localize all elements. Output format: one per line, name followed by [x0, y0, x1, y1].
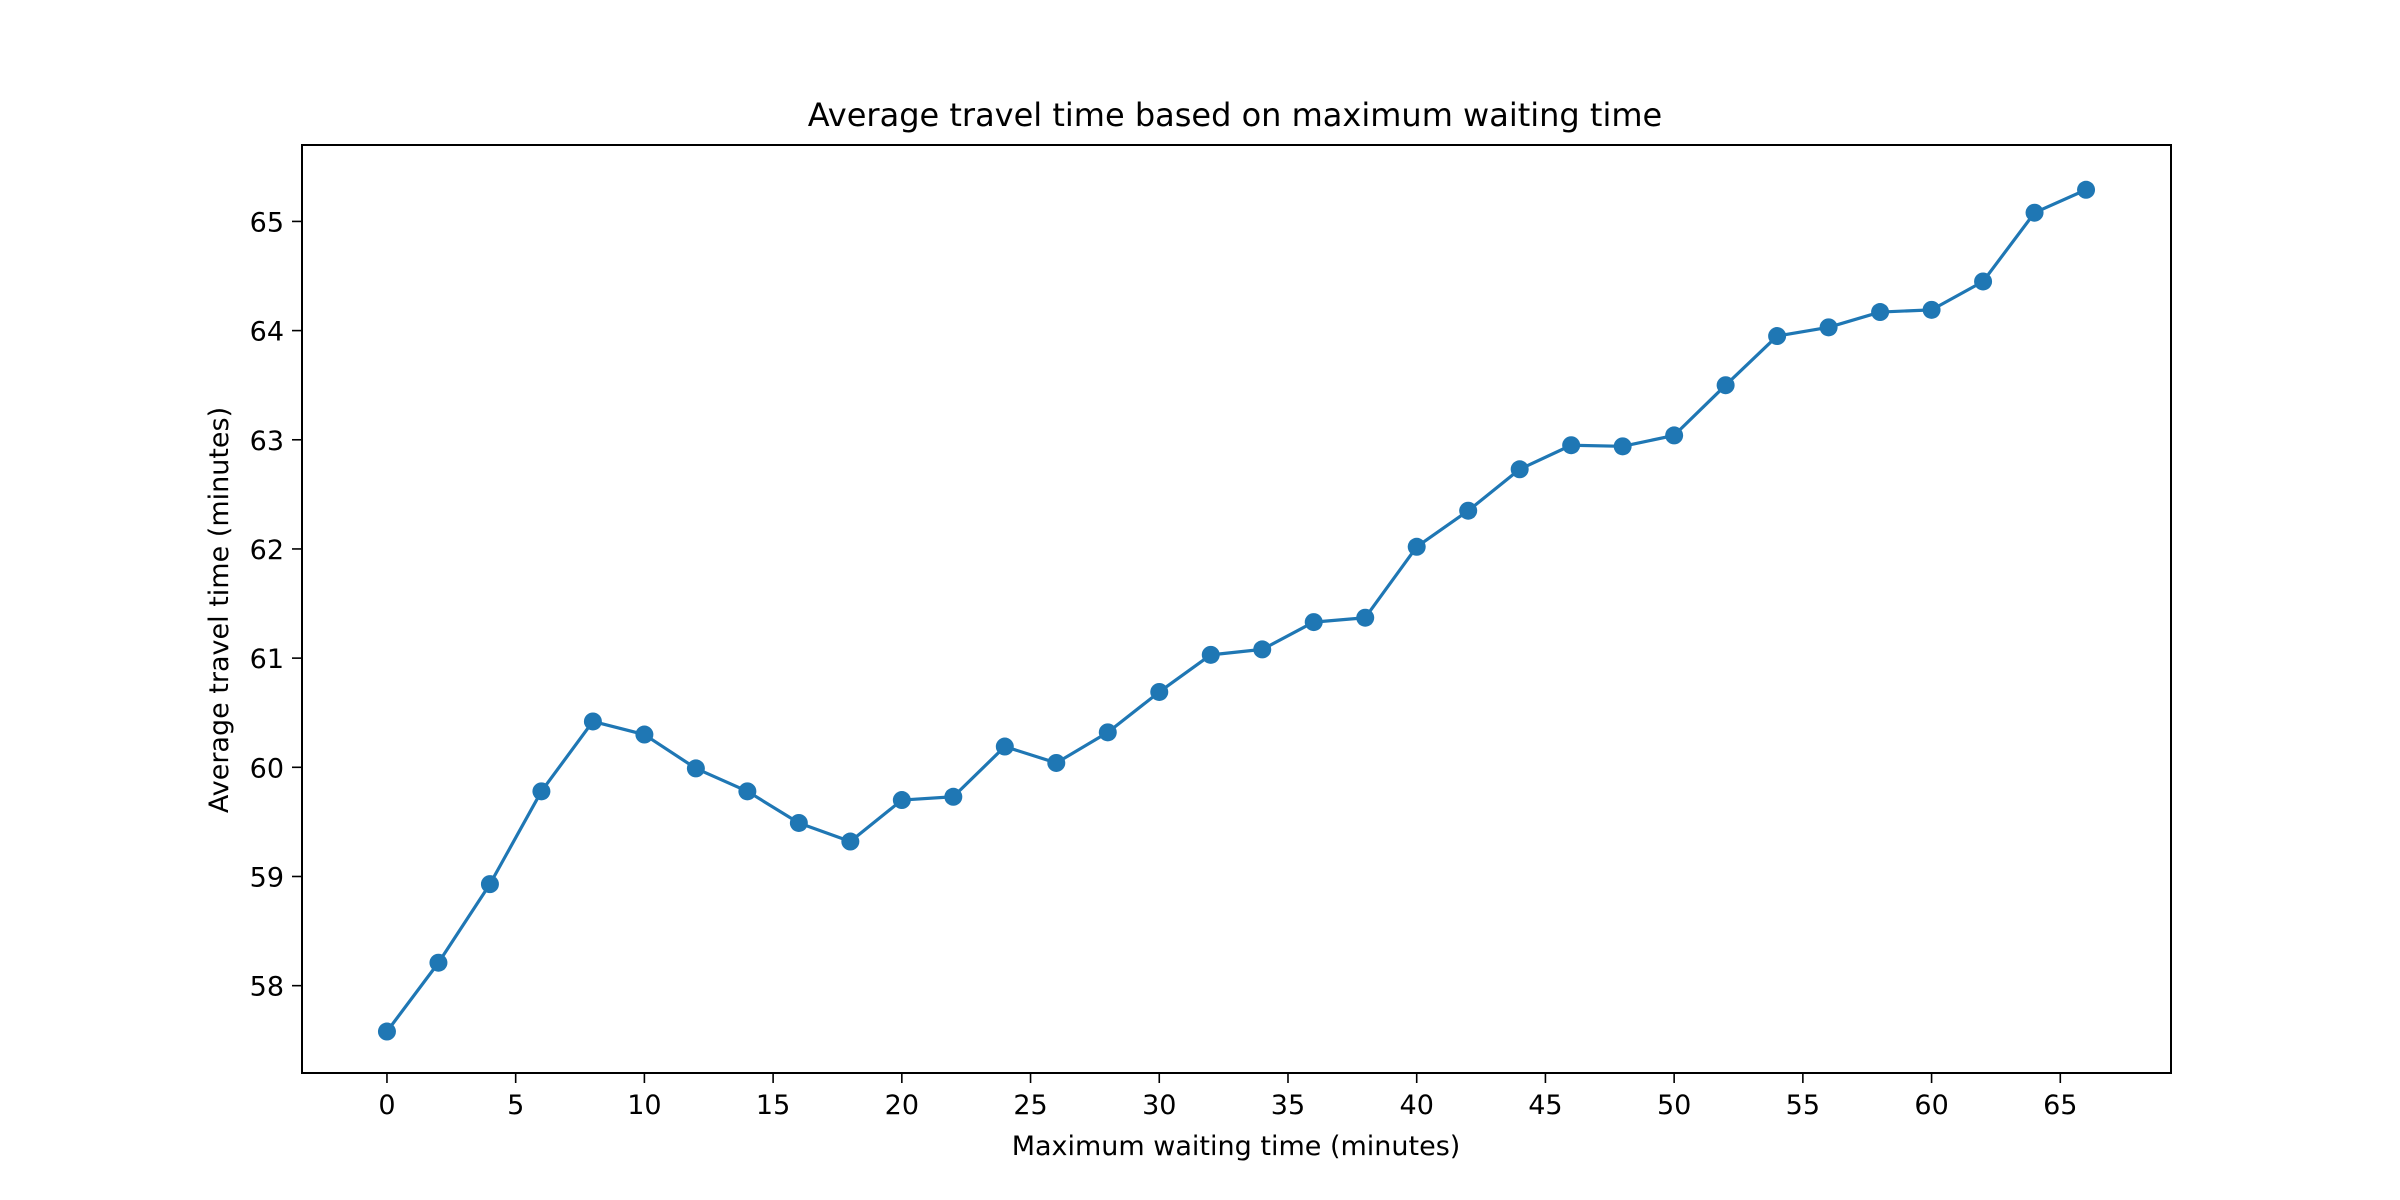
series-line-0	[385, 188, 2088, 1034]
y-tick-label: 61	[250, 644, 284, 675]
x-tick-label: 50	[1657, 1090, 1691, 1121]
y-tick-label: 65	[250, 207, 284, 238]
x-tick-label: 35	[1271, 1090, 1305, 1121]
data-point	[841, 832, 860, 851]
x-tick-label: 55	[1786, 1090, 1820, 1121]
y-axis: 58 59 60 61 62 63 64 65	[250, 207, 302, 1003]
data-point	[532, 782, 551, 801]
y-tick-label: 59	[250, 862, 284, 893]
data-point	[1356, 608, 1375, 627]
data-point	[1613, 437, 1632, 456]
x-tick-label: 10	[627, 1090, 661, 1121]
data-point	[2077, 180, 2096, 199]
x-tick-label: 25	[1013, 1090, 1047, 1121]
data-point	[2025, 203, 2044, 222]
chart-title: Average travel time based on maximum wai…	[808, 96, 1662, 134]
data-point	[1201, 645, 1220, 664]
x-tick-label: 60	[1914, 1090, 1948, 1121]
data-point	[1253, 640, 1272, 659]
x-tick-label: 65	[2043, 1090, 2077, 1121]
y-tick-label: 62	[250, 535, 284, 566]
data-point	[1974, 272, 1993, 291]
data-point	[429, 953, 448, 972]
x-tick-label: 0	[378, 1090, 395, 1121]
x-tick-label: 45	[1528, 1090, 1562, 1121]
data-point	[738, 782, 757, 801]
x-tick-label: 30	[1142, 1090, 1176, 1121]
y-tick-label: 60	[250, 753, 284, 784]
data-point	[995, 737, 1014, 756]
y-tick-label: 64	[250, 317, 284, 348]
x-axis: 0 5 10 15 20 25 30 35 40 45 50 55 60 65	[378, 1073, 2077, 1121]
data-point	[635, 725, 654, 744]
data-point	[1459, 501, 1478, 520]
data-point	[480, 875, 499, 894]
y-tick-label: 58	[250, 972, 284, 1003]
data-point	[892, 791, 911, 810]
y-tick-label: 63	[250, 426, 284, 457]
data-point	[1304, 613, 1323, 632]
plot-area	[377, 180, 2096, 1041]
x-tick-label: 40	[1400, 1090, 1434, 1121]
data-point	[1716, 376, 1735, 395]
x-tick-label: 15	[756, 1090, 790, 1121]
data-point	[1047, 753, 1066, 772]
data-point	[377, 1022, 396, 1041]
data-point	[789, 813, 808, 832]
data-point	[1922, 300, 1941, 319]
x-axis-label: Maximum waiting time (minutes)	[1012, 1131, 1461, 1162]
data-point	[1562, 436, 1581, 455]
data-point	[1150, 682, 1169, 701]
data-point	[1407, 537, 1426, 556]
data-point	[686, 759, 705, 778]
plot-frame	[301, 144, 2172, 1074]
x-tick-label: 20	[885, 1090, 919, 1121]
data-point	[1665, 426, 1684, 445]
data-point	[944, 787, 963, 806]
data-point	[1098, 723, 1117, 742]
data-point	[1768, 327, 1787, 346]
x-tick-label: 5	[507, 1090, 524, 1121]
data-point	[1510, 460, 1529, 479]
data-point	[1819, 318, 1838, 337]
data-point	[583, 712, 602, 731]
data-point	[1871, 303, 1890, 322]
y-axis-label: Average travel time (minutes)	[204, 407, 235, 813]
